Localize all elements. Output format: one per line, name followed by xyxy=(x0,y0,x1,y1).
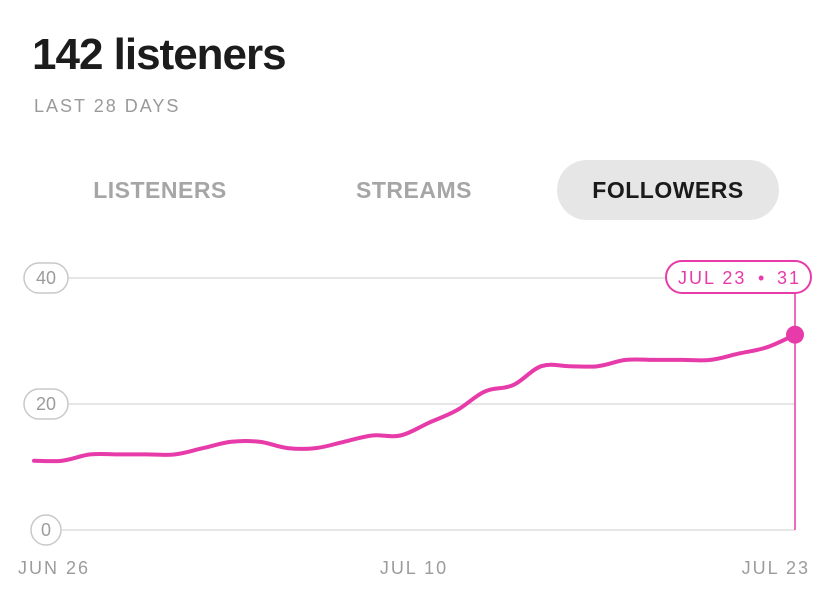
value-tooltip: JUL 23 • 31 xyxy=(665,260,812,294)
y-tick-pill xyxy=(23,262,69,294)
data-point xyxy=(482,388,488,394)
data-point xyxy=(200,445,206,451)
series-line xyxy=(32,332,797,464)
data-point xyxy=(623,357,629,363)
data-point xyxy=(228,439,234,445)
y-tick-label: 0 xyxy=(41,520,51,540)
data-point xyxy=(679,357,685,363)
page-title: 142 listeners xyxy=(32,30,287,79)
grid-lines xyxy=(62,277,795,531)
data-point xyxy=(313,445,319,451)
data-point xyxy=(538,363,544,369)
tab-streams[interactable]: STREAMS xyxy=(356,177,472,203)
y-tick-label: 40 xyxy=(36,268,56,288)
data-point xyxy=(341,439,347,445)
y-tick-label: 20 xyxy=(36,394,56,414)
data-point xyxy=(172,451,178,457)
data-point xyxy=(567,363,573,369)
followers-chart: 0 20 40 JUN 26 JUL 10 JUL 23 JUL 23 • 31 xyxy=(18,260,812,578)
selected-point[interactable] xyxy=(786,325,804,344)
y-tick-pill xyxy=(30,514,62,546)
tooltip-separator: • xyxy=(758,268,766,288)
tab-followers[interactable]: FOLLOWERS xyxy=(557,160,779,220)
data-point xyxy=(285,445,291,451)
x-tick-label: JUL 23 xyxy=(742,558,810,578)
data-point xyxy=(736,351,742,357)
tooltip-date: JUL 23 xyxy=(678,268,746,288)
data-point xyxy=(651,357,657,363)
data-point xyxy=(595,363,601,369)
data-point xyxy=(256,439,262,445)
x-tick-label: JUN 26 xyxy=(18,558,90,578)
x-tick-label: JUL 10 xyxy=(380,558,448,578)
tab-listeners[interactable]: LISTENERS xyxy=(93,177,227,203)
data-points xyxy=(31,332,798,464)
tooltip-value: 31 xyxy=(777,268,801,288)
data-point xyxy=(369,433,375,439)
data-point xyxy=(426,420,432,426)
data-point xyxy=(454,407,460,413)
data-point xyxy=(59,458,65,464)
y-tick-pill xyxy=(23,388,69,420)
y-axis-ticks: 0 20 40 xyxy=(23,262,69,546)
data-point xyxy=(397,433,403,439)
data-point xyxy=(87,451,93,457)
tooltip-box xyxy=(665,260,812,294)
data-point xyxy=(116,451,122,457)
data-point xyxy=(31,458,37,464)
data-point xyxy=(707,357,713,363)
data-point xyxy=(144,451,150,457)
data-point xyxy=(510,382,516,388)
data-point xyxy=(764,344,770,350)
x-axis-ticks: JUN 26 JUL 10 JUL 23 xyxy=(18,558,810,578)
period-label: LAST 28 DAYS xyxy=(34,96,181,116)
metric-tabs: LISTENERS STREAMS FOLLOWERS xyxy=(32,160,792,222)
